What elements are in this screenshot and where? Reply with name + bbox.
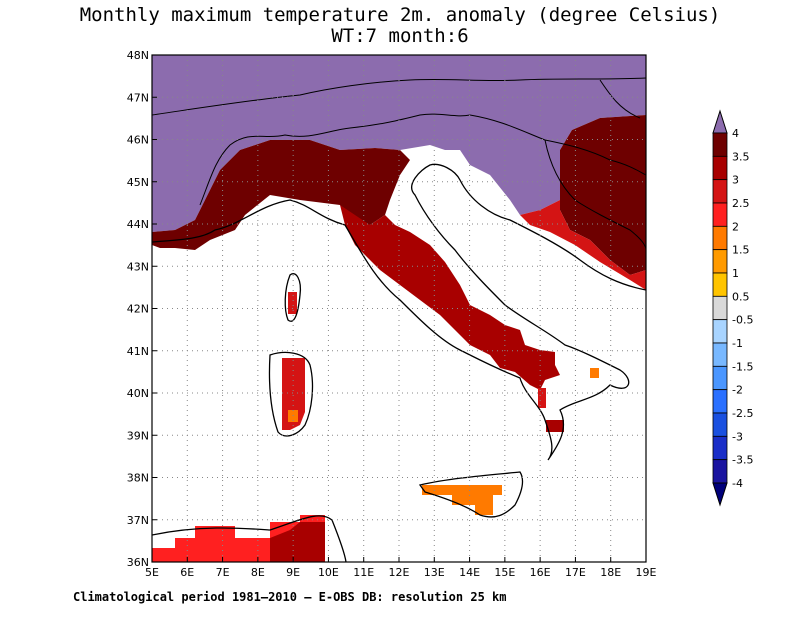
y-tick-label: 38N — [127, 472, 149, 485]
y-tick-label: 41N — [127, 345, 149, 358]
y-tick-label: 43N — [127, 260, 149, 273]
y-tick-label: 45N — [127, 176, 149, 189]
colorbar-label: 0.5 — [732, 290, 750, 303]
x-tick-label: 17E — [565, 566, 586, 579]
y-tick-label: 36N — [127, 556, 149, 569]
x-tick-label: 7E — [216, 566, 230, 579]
colorbar-label: -3 — [732, 430, 743, 443]
x-tick-label: 12E — [389, 566, 410, 579]
colorbar-swatch — [712, 342, 728, 367]
y-tick-label: 40N — [127, 387, 149, 400]
region-corsica — [288, 292, 297, 314]
x-tick-label: 15E — [494, 566, 515, 579]
colorbar-swatch — [712, 319, 728, 344]
colorbar-swatch — [712, 155, 728, 181]
colorbar-label: 3.5 — [732, 150, 750, 163]
footer-note: Climatological period 1981–2010 — E-OBS … — [73, 590, 507, 604]
colorbar-label: 4 — [732, 127, 739, 140]
map-title: Monthly maximum temperature 2m. anomaly … — [79, 4, 721, 26]
coastlines — [152, 163, 646, 562]
region-south-strip — [538, 388, 546, 408]
colorbar-swatch — [712, 459, 728, 484]
colorbar-label: -1.5 — [732, 360, 753, 373]
y-tick-label: 42N — [127, 303, 149, 316]
region-sicily — [422, 485, 502, 515]
colorbar-swatch — [712, 365, 728, 391]
y-tick-label: 48N — [127, 49, 149, 62]
y-tick-label: 37N — [127, 514, 149, 527]
region-north-africa-dark — [270, 522, 325, 562]
region-apulia-orange — [590, 368, 599, 378]
colorbar-bottom-arrow — [712, 482, 728, 507]
y-tick-label: 46N — [127, 134, 149, 147]
colorbar-label: 1 — [732, 267, 739, 280]
colorbar-label: 2.5 — [732, 197, 750, 210]
colorbar-swatch — [712, 202, 728, 227]
region-calabria — [546, 420, 564, 432]
map-subtitle: WT:7 month:6 — [331, 25, 469, 47]
x-tick-label: 10E — [318, 566, 339, 579]
colorbar-swatch — [712, 435, 728, 461]
region-above-4 — [152, 55, 646, 232]
x-tick-label: 5E — [145, 566, 159, 579]
x-tick-label: 18E — [600, 566, 621, 579]
y-tick-label: 47N — [127, 91, 149, 104]
x-tick-label: 9E — [286, 566, 300, 579]
colorbar-label: 3 — [732, 174, 739, 187]
colorbar-label: 2 — [732, 220, 739, 233]
x-tick-label: 13E — [424, 566, 445, 579]
x-tick-label: 19E — [636, 566, 657, 579]
colorbar-label: -4 — [732, 477, 743, 490]
colorbar-swatch — [712, 295, 728, 321]
x-tick-label: 8E — [251, 566, 265, 579]
country-borders — [152, 77, 646, 251]
y-tick-label: 44N — [127, 218, 149, 231]
region-sardinia — [282, 358, 305, 430]
colorbar-label: 1.5 — [732, 244, 750, 257]
y-tick-label: 39N — [127, 429, 149, 442]
x-tick-label: 16E — [530, 566, 551, 579]
colorbar-swatch — [712, 225, 728, 251]
x-tick-label: 6E — [180, 566, 194, 579]
x-tick-label: 11E — [353, 566, 374, 579]
colorbar-label: -2.5 — [732, 407, 753, 420]
region-apennines — [340, 205, 560, 390]
colorbar-label: -1 — [732, 337, 743, 350]
colorbar-label: -2 — [732, 384, 743, 397]
colorbar-swatch — [712, 179, 728, 204]
colorbar: 4 3.5 3 2.5 2 1.5 1 0.5 -0.5 -1 -1.5 -2 -2.5 -3 -3.5 -4 — [712, 109, 753, 507]
colorbar-swatch — [712, 249, 728, 274]
colorbar-top-arrow — [712, 109, 728, 134]
colorbar-label: -3.5 — [732, 454, 753, 467]
axis-ticks: 5E 6E 7E 8E 9E 10E 11E 12E 13E 14E 15E 16E 17E 18E 19E… — [127, 49, 657, 579]
region-balkans-coast — [520, 200, 646, 290]
colorbar-swatch — [712, 412, 728, 437]
colorbar-swatch — [712, 272, 728, 297]
region-3.5-to-4 — [152, 140, 410, 250]
region-balkans — [560, 115, 646, 275]
colorbar-swatch — [712, 132, 728, 157]
colorbar-swatch — [712, 389, 728, 414]
colorbar-label: -0.5 — [732, 314, 753, 327]
x-tick-label: 14E — [459, 566, 480, 579]
